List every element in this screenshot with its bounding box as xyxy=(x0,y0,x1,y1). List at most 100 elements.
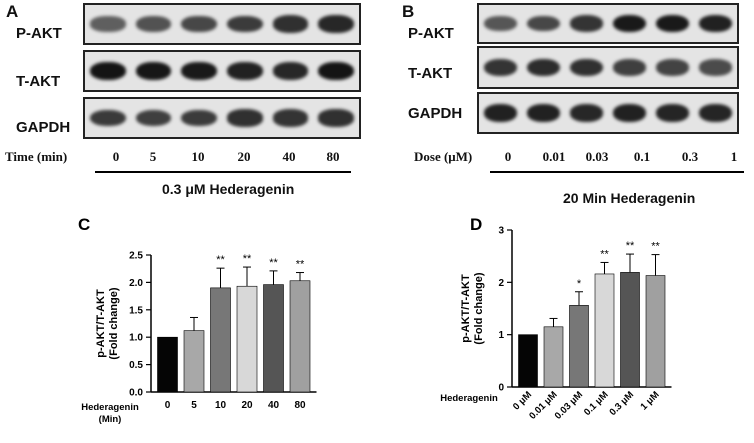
blot-band xyxy=(272,62,309,80)
blot-band xyxy=(318,109,354,127)
panel-a-tick: 40 xyxy=(282,149,296,164)
y-tick-label: 1.5 xyxy=(129,305,143,316)
significance-label: ** xyxy=(600,248,609,260)
bar xyxy=(543,326,564,388)
blot-band xyxy=(90,109,126,127)
panel-a-tick: 20 xyxy=(237,149,251,164)
y-axis-label: (Fold change) xyxy=(473,272,485,344)
panel-letter: D xyxy=(470,215,482,234)
y-tick-label: 3 xyxy=(498,226,504,237)
blot-band xyxy=(569,15,604,32)
panel-b-row-label-pakt: P-AKT xyxy=(408,25,454,42)
x-axis-label: Hederagenin xyxy=(81,402,139,413)
panel-b-tick: 1 xyxy=(730,149,738,164)
blot-band xyxy=(272,15,309,33)
x-tick-label: 5 xyxy=(191,400,197,411)
y-tick-label: 0 xyxy=(498,383,504,394)
x-tick-label: 0 μM xyxy=(511,389,534,412)
bar xyxy=(645,275,666,388)
significance-label: ** xyxy=(243,253,252,265)
panel-a-caption: 0.3 μM Hederagenin xyxy=(162,181,295,197)
blot-band xyxy=(612,58,647,77)
blot-band xyxy=(135,61,172,81)
blot-band xyxy=(655,104,690,122)
x-tick-label: 0 xyxy=(165,400,171,411)
x-tick-label: 0.1 μM xyxy=(582,389,611,418)
blot-band xyxy=(612,14,647,33)
blot-band xyxy=(526,104,561,122)
x-axis-label: Hederagenin xyxy=(440,393,498,404)
x-tick-label: 1 μM xyxy=(639,389,662,412)
y-tick-label: 1.0 xyxy=(129,333,143,344)
x-tick-label: 0.3 μM xyxy=(607,389,636,418)
blot-band xyxy=(612,104,647,122)
blot-band xyxy=(318,15,354,33)
panel-a-letter: A xyxy=(6,2,19,21)
y-tick-label: 1 xyxy=(498,330,504,341)
blot-band xyxy=(90,16,126,32)
panel-b-tick: 0.1 xyxy=(633,149,651,164)
blot-band xyxy=(655,59,690,76)
blot-band xyxy=(135,16,172,32)
blot-band xyxy=(526,15,561,32)
blot-band xyxy=(135,109,172,127)
panel-a-row-label-pakt: P-AKT xyxy=(16,25,62,42)
panel-b-tick: 0.01 xyxy=(542,149,566,164)
panel-b-treatment-bar xyxy=(490,171,744,173)
x-axis-label: (Min) xyxy=(99,414,122,425)
y-tick-label: 0.0 xyxy=(129,388,143,399)
blot-band xyxy=(318,61,354,81)
panel-a-tick: 80 xyxy=(326,149,340,164)
panel-b-row-label-gapdh: GAPDH xyxy=(408,105,463,122)
blot-band xyxy=(227,109,263,127)
panel-b-tick: 0 xyxy=(504,149,512,164)
significance-label: ** xyxy=(626,240,635,252)
blot-band xyxy=(698,104,733,122)
panel-letter: C xyxy=(78,215,90,234)
bar xyxy=(157,336,178,393)
panel-a-tick: 5 xyxy=(149,149,157,164)
blot-band xyxy=(698,59,733,76)
y-axis-label: (Fold change) xyxy=(108,287,120,359)
blot-band xyxy=(227,15,263,33)
blot-band xyxy=(698,14,733,33)
panel-b-tick: 0.3 xyxy=(681,149,699,164)
bar xyxy=(620,272,640,388)
panel-b-tick: 0.03 xyxy=(585,149,609,164)
blot-band xyxy=(569,58,604,77)
panel-b-row-label-takt: T-AKT xyxy=(408,65,453,82)
significance-label: ** xyxy=(296,259,305,271)
y-tick-label: 2.5 xyxy=(129,251,143,262)
panel-b-blot-takt xyxy=(477,46,739,89)
bar xyxy=(183,330,205,393)
panel-a-blot-gapdh xyxy=(83,97,361,139)
x-tick-label: 40 xyxy=(268,400,280,411)
significance-label: * xyxy=(577,278,582,290)
blot-band xyxy=(569,104,604,122)
blot-band xyxy=(483,104,518,122)
y-tick-label: 0.5 xyxy=(129,360,143,371)
blot-band xyxy=(483,15,518,32)
blot-band xyxy=(90,61,126,81)
blot-band xyxy=(483,58,518,77)
bar xyxy=(594,273,615,388)
y-tick-label: 2.0 xyxy=(129,278,143,289)
x-tick-label: 80 xyxy=(294,400,306,411)
panel-b-blot-gapdh xyxy=(477,92,739,134)
panel-b-caption: 20 Min Hederagenin xyxy=(563,190,696,206)
panel-a-tick: 0 xyxy=(112,149,120,164)
y-tick-label: 2 xyxy=(498,278,504,289)
panel-a-row-label-gapdh: GAPDH xyxy=(16,119,71,136)
panel-a-tick: 10 xyxy=(191,149,205,164)
y-axis-label: p-AKT/T-AKT xyxy=(460,274,472,343)
panel-b-axis-label: Dose (μM) xyxy=(414,149,473,164)
panel-a-treatment-bar xyxy=(95,171,351,173)
blot-band xyxy=(272,109,309,127)
bar xyxy=(263,284,284,393)
blot-band xyxy=(526,58,561,77)
blot-band xyxy=(181,109,217,127)
panel-a-blot-takt xyxy=(83,50,361,92)
bar xyxy=(236,285,258,393)
significance-label: ** xyxy=(651,241,660,253)
